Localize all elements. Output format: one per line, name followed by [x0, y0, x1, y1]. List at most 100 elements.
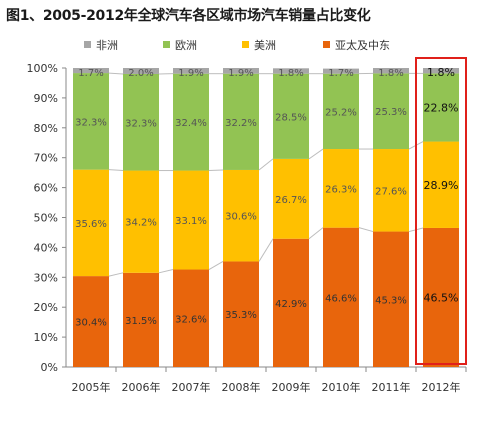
data-label: 27.6% — [375, 186, 407, 197]
bar-segment — [273, 73, 309, 159]
data-label: 45.3% — [375, 295, 407, 306]
data-label: 30.4% — [75, 318, 107, 329]
bar-segment — [173, 73, 209, 171]
bar-segment — [173, 170, 209, 270]
data-label: 25.3% — [375, 107, 407, 118]
x-tick-label: 2006年 — [122, 380, 161, 394]
series-line — [108, 169, 124, 172]
series-line — [308, 148, 324, 160]
bar-segment — [273, 68, 309, 74]
data-label: 26.7% — [275, 195, 307, 206]
series-line — [308, 227, 324, 240]
bar-segment — [273, 158, 309, 239]
bar-segment — [173, 269, 209, 367]
bar-segment — [123, 68, 159, 74]
data-label: 25.2% — [325, 107, 357, 118]
bar-segment — [223, 169, 259, 262]
data-label: 28.9% — [424, 179, 459, 192]
legend-label-2: 欧洲 — [175, 39, 197, 52]
data-label: 1.9% — [178, 68, 203, 79]
y-tick-label: 30% — [34, 271, 58, 284]
x-tick-label: 2009年 — [272, 380, 311, 394]
y-tick-label: 60% — [34, 182, 58, 195]
x-tick-label: 2012年 — [422, 380, 461, 394]
legend-swatch-4 — [323, 41, 330, 48]
data-label: 26.3% — [325, 184, 357, 195]
data-label: 35.3% — [225, 310, 257, 321]
bar-segment — [373, 68, 409, 74]
bar-segment — [73, 73, 109, 170]
data-label: 42.9% — [275, 299, 307, 310]
x-tick-label: 2008年 — [222, 380, 261, 394]
legend-label-1: 非洲 — [96, 39, 118, 52]
bar-segment — [73, 68, 109, 74]
bar-segment — [73, 169, 109, 277]
data-label: 1.7% — [78, 68, 103, 79]
data-label: 1.7% — [328, 68, 353, 79]
bar-segment — [223, 261, 259, 367]
bar-segment — [423, 73, 459, 142]
bar-segment — [423, 141, 459, 228]
y-tick-label: 90% — [34, 92, 58, 105]
data-label: 35.6% — [75, 219, 107, 230]
series-line — [108, 272, 124, 277]
bar-segment — [123, 170, 159, 273]
x-tick-label: 2011年 — [372, 380, 411, 394]
y-tick-label: 50% — [34, 212, 58, 225]
series-line — [208, 261, 224, 270]
data-label: 31.5% — [125, 316, 157, 327]
y-tick-label: 70% — [34, 152, 58, 165]
data-label: 1.8% — [278, 68, 303, 79]
bar-segment — [323, 68, 359, 74]
bar-segment — [123, 73, 159, 171]
data-label: 2.0% — [128, 68, 153, 79]
series-line — [258, 158, 274, 171]
y-tick-label: 20% — [34, 301, 58, 314]
series-line — [208, 169, 224, 172]
data-label: 32.4% — [175, 118, 207, 129]
bar-segment — [73, 276, 109, 367]
legend-swatch-3 — [242, 41, 249, 48]
series-line — [358, 227, 374, 233]
bar-segment — [173, 68, 209, 74]
bar-segment — [223, 68, 259, 74]
y-tick-label: 10% — [34, 331, 58, 344]
series-line — [108, 72, 124, 75]
data-label: 32.2% — [225, 118, 257, 129]
chart-title: 图1、2005-2012年全球汽车各区域市场汽车销量占比变化 — [6, 8, 371, 24]
data-label: 46.6% — [325, 293, 357, 304]
bar-segment — [373, 149, 409, 232]
highlight-box — [415, 57, 467, 365]
data-label: 1.9% — [228, 68, 253, 79]
bar-segment — [423, 227, 459, 367]
bar-segment — [323, 227, 359, 367]
data-label: 22.8% — [424, 101, 459, 114]
bar-segment — [373, 73, 409, 150]
x-tick-label: 2010年 — [322, 380, 361, 394]
series-line — [258, 238, 274, 262]
data-label: 34.2% — [125, 218, 157, 229]
bar-segment — [423, 68, 459, 74]
x-tick-label: 2007年 — [172, 380, 211, 394]
data-label: 1.8% — [378, 68, 403, 79]
y-tick-label: 0% — [41, 361, 58, 374]
bar-segment — [323, 73, 359, 150]
data-label: 28.5% — [275, 112, 307, 123]
data-label: 32.3% — [125, 118, 157, 129]
series-line — [158, 269, 174, 274]
legend-swatch-1 — [84, 41, 91, 48]
y-tick-label: 100% — [27, 62, 58, 75]
data-label: 30.6% — [225, 212, 257, 223]
legend-label-3: 美洲 — [254, 39, 276, 52]
legend-swatch-2 — [163, 41, 170, 48]
data-label: 1.8% — [427, 66, 455, 79]
data-label: 33.1% — [175, 216, 207, 227]
data-label: 46.5% — [424, 291, 459, 304]
bar-segment — [123, 272, 159, 367]
bar-segment — [273, 238, 309, 367]
legend-label-4: 亚太及中东 — [335, 39, 390, 52]
bar-segment — [323, 149, 359, 228]
data-label: 32.3% — [75, 117, 107, 128]
data-label: 32.6% — [175, 314, 207, 325]
